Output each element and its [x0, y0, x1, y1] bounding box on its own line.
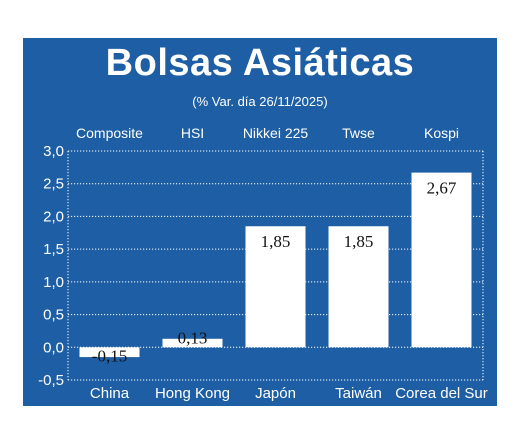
index-name-label: Composite [76, 125, 143, 141]
bar-chart: -0,5 0,0 0,5 1,0 1,5 2,0 2,5 3,0 -0,15 Composite C… [38, 125, 488, 402]
y-tick-label: 2,0 [43, 208, 64, 225]
chart-subtitle: (% Var. día 26/11/2025) [192, 94, 328, 109]
value-label: -0,15 [92, 346, 127, 365]
value-label: 1,85 [261, 232, 291, 251]
bar [79, 347, 140, 358]
index-name-label: HSI [181, 125, 204, 141]
bar [245, 226, 306, 348]
x-tick-label: China [90, 385, 130, 402]
x-tick-label: Taiwán [335, 385, 382, 402]
chart-panel: Bolsas Asiáticas (% Var. día 26/11/2025)… [23, 38, 497, 406]
index-name-label: Kospi [424, 125, 459, 141]
y-tick-label: 1,5 [43, 241, 64, 258]
chart-title: Bolsas Asiáticas [105, 42, 415, 84]
x-tick-label: Japón [255, 385, 296, 402]
x-tick-label: Hong Kong [155, 385, 230, 402]
value-label: 2,67 [427, 179, 457, 198]
bar [328, 226, 389, 348]
y-tick-label: 1,0 [43, 274, 64, 291]
y-tick-label: 2,5 [43, 176, 64, 193]
value-label: 1,85 [344, 232, 374, 251]
y-tick-label: -0,5 [38, 372, 64, 389]
x-tick-label: Corea del Sur [395, 385, 488, 402]
y-tick-label: 0,5 [43, 307, 64, 324]
index-name-label: Twse [342, 125, 375, 141]
index-name-label: Nikkei 225 [243, 125, 309, 141]
y-tick-label: 0,0 [43, 339, 64, 356]
bar [411, 172, 472, 348]
value-label: 0,13 [178, 328, 208, 347]
bar [162, 338, 223, 348]
y-tick-label: 3,0 [43, 143, 64, 160]
